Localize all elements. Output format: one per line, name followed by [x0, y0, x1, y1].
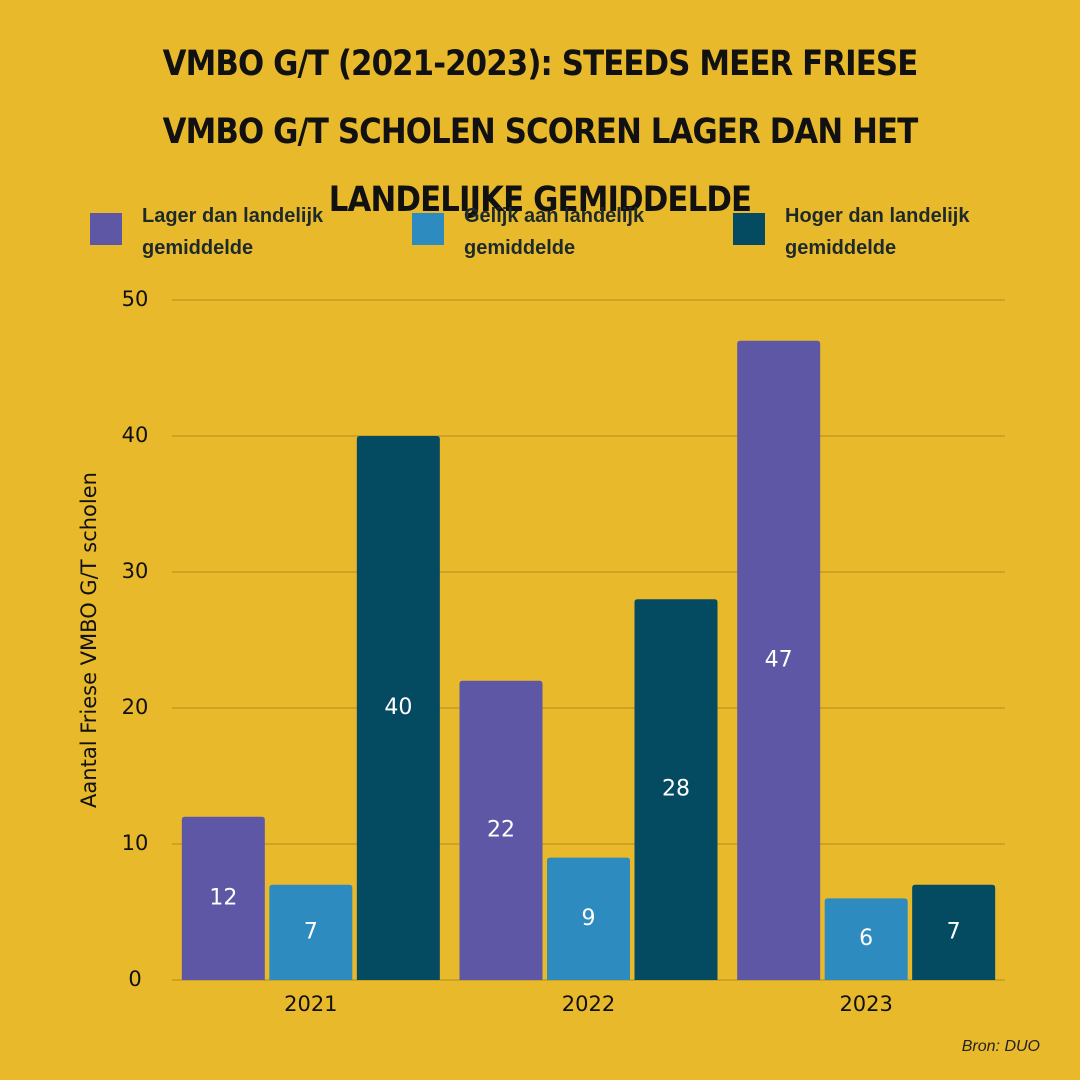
source: Bron: DUO [961, 1038, 1040, 1055]
bar [547, 857, 630, 980]
value-label: 22 [487, 817, 515, 842]
x-tick-label: 2022 [562, 992, 615, 1016]
value-label: 9 [582, 906, 596, 931]
value-label: 6 [859, 926, 873, 951]
bar [634, 599, 718, 980]
bar [737, 340, 821, 980]
value-label: 7 [304, 919, 318, 944]
value-label: 7 [947, 919, 961, 944]
y-tick-label: 0 [128, 967, 141, 991]
value-label: 28 [662, 777, 690, 802]
bar [824, 898, 908, 980]
legend-swatch [90, 213, 122, 245]
legend-label: Hoger dan landelijk gemiddelde [785, 205, 970, 259]
legend-item: Lager dan landelijk gemiddelde [90, 200, 372, 264]
x-tick-label: 2021 [284, 992, 337, 1016]
legend-swatch [412, 213, 444, 245]
y-tick-label: 20 [122, 695, 149, 719]
legend-item: Gelijk aan landelijk gemiddelde [412, 200, 694, 264]
legend-item: Hoger dan landelijk gemiddelde [733, 200, 1015, 264]
bar [459, 680, 543, 980]
value-label: 47 [765, 647, 793, 672]
x-tick-label: 2023 [839, 992, 892, 1016]
legend-swatch [733, 213, 765, 245]
y-tick-label: 30 [122, 559, 149, 583]
chart-title: VMBO G/T (2021-2023): STEEDS MEER FRIESE… [162, 44, 919, 220]
y-tick-label: 50 [122, 287, 149, 311]
y-tick-label: 10 [122, 831, 149, 855]
bar [181, 816, 265, 980]
legend-label: Lager dan landelijk gemiddelde [142, 205, 324, 259]
value-label: 12 [209, 885, 237, 910]
y-tick-label: 40 [122, 423, 149, 447]
bar [356, 436, 440, 980]
bar [269, 884, 353, 980]
bar [912, 884, 996, 980]
y-axis-label: Aantal Friese VMBO G/T scholen [77, 472, 101, 808]
value-label: 40 [384, 695, 412, 720]
legend-label: Gelijk aan landelijk gemiddelde [464, 205, 645, 259]
